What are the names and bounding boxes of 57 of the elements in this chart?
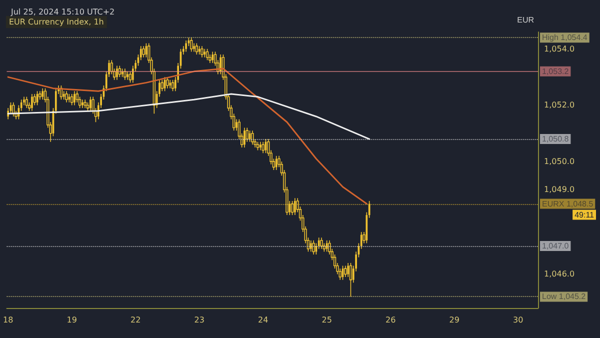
ref-line-label: EURX 1,048.5 — [542, 199, 594, 208]
x-tick-label: 29 — [449, 316, 460, 324]
candlestick — [344, 265, 347, 278]
candlestick — [275, 156, 278, 170]
candlestick — [118, 65, 121, 78]
candlestick — [347, 262, 350, 278]
ref-line-label: 1,050.8 — [542, 134, 570, 144]
candlestick — [70, 94, 74, 106]
candlestick — [320, 237, 323, 250]
candlestick — [294, 198, 296, 216]
x-tick-label: 26 — [385, 316, 396, 324]
candlestick — [312, 240, 315, 255]
x-tick-label: 22 — [130, 316, 141, 324]
text: 49:11 — [574, 210, 595, 220]
candlestick — [220, 54, 222, 75]
candlestick — [206, 48, 209, 61]
ref-line-label: High 1,054.4 — [542, 33, 588, 42]
candlestick — [190, 37, 193, 52]
candlestick — [326, 240, 328, 252]
y-tick-label: 1,046.0 — [544, 270, 575, 279]
x-tick-label: 23 — [194, 316, 204, 324]
candlestick — [185, 40, 187, 52]
chart-subtitle: Jul 25, 2024 15:10 UTC+2 — [10, 8, 115, 16]
ref-line-label: Low 1,045.2 — [542, 292, 586, 302]
chart-title: EUR Currency Index, 1h — [9, 18, 104, 26]
candlestick — [25, 96, 28, 108]
candlestick — [244, 127, 246, 148]
candlestick — [171, 79, 174, 92]
y-axis-title: EUR — [517, 16, 534, 24]
y-tick-label: 1,054.0 — [544, 44, 575, 54]
y-tick-label: 1,050.0 — [544, 157, 575, 166]
candlestick — [200, 46, 204, 58]
candlestick — [290, 200, 294, 216]
candlestick — [142, 46, 145, 58]
x-tick-label: 19 — [66, 316, 77, 324]
ref-line-label: 1,053.2 — [542, 66, 570, 76]
ref-line-label: 1,047.0 — [542, 242, 570, 251]
candlestick — [31, 94, 33, 112]
candlestick — [262, 141, 264, 154]
candlestick — [65, 90, 68, 103]
candlestick — [212, 51, 214, 64]
candlestick — [42, 88, 44, 100]
line-series — [7, 93, 370, 140]
candlestick — [89, 96, 92, 112]
y-tick-label: 1,052.0 — [544, 100, 575, 110]
candlestick — [310, 240, 312, 252]
candlestick — [195, 42, 198, 55]
candlestick — [349, 262, 352, 298]
y-tick-label: 1,049.0 — [544, 185, 575, 194]
candlestick — [74, 90, 76, 106]
x-tick-label: 18 — [2, 316, 14, 324]
candlestick — [124, 68, 126, 80]
x-tick-label: 25 — [322, 316, 332, 324]
x-tick-label: 30 — [512, 316, 524, 324]
candlestick — [116, 65, 118, 80]
x-tick-label: 24 — [258, 316, 268, 324]
candlestick — [251, 130, 254, 146]
